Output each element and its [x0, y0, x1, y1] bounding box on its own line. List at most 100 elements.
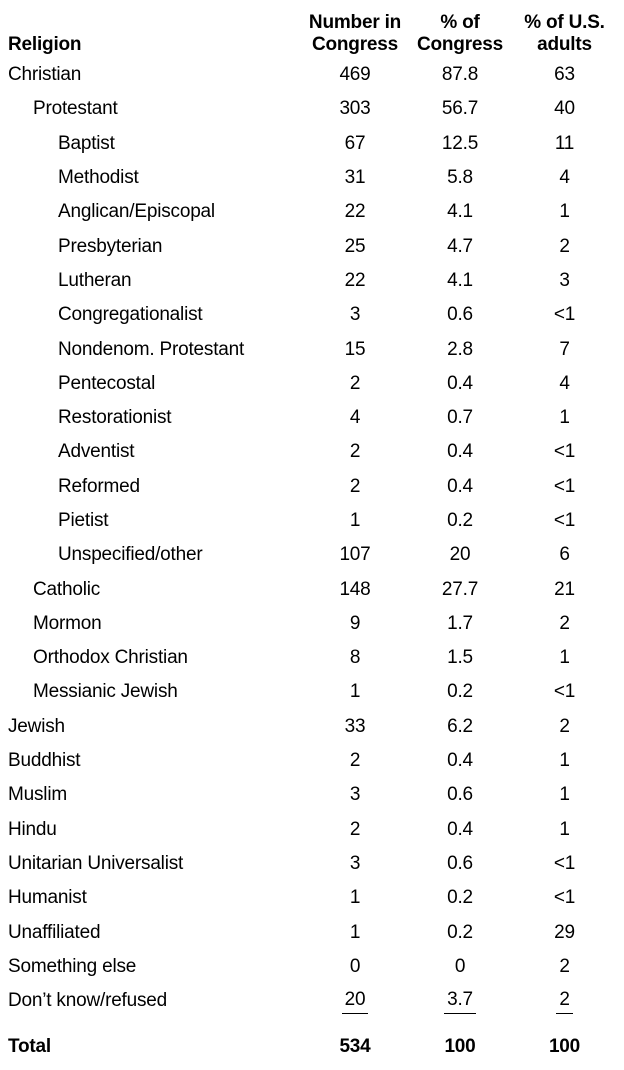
pct-of-congress-value: 4.1 — [447, 201, 473, 223]
religion-label: Reformed — [58, 475, 140, 497]
table-row: Protestant 303 56.7 40 — [0, 92, 624, 126]
pct-of-us-adults-value: 11 — [554, 132, 575, 154]
religion-label: Unitarian Universalist — [8, 852, 184, 874]
religion-label: Orthodox Christian — [33, 647, 188, 669]
number-in-congress-value: 1 — [349, 887, 361, 909]
religion-label: Lutheran — [58, 269, 132, 291]
number-in-congress-value: 4 — [349, 407, 361, 429]
column-header-pct-of-congress: % of Congress — [415, 12, 505, 56]
number-in-congress-value: 22 — [344, 201, 366, 223]
table-row: Unaffiliated 1 0.2 29 — [0, 915, 624, 949]
pct-of-us-adults-value: 1 — [559, 201, 570, 223]
number-in-congress-value: 1 — [349, 510, 361, 531]
religion-label: Pietist — [58, 510, 109, 531]
pct-of-congress-value: 0.4 — [447, 441, 473, 463]
number-in-congress-value: 0 — [349, 955, 361, 977]
pct-of-congress-value: 0.2 — [447, 510, 473, 531]
table-row: Congregationalist 3 0.6 <1 — [0, 298, 624, 332]
religion-label: Jewish — [8, 715, 65, 737]
pct-of-us-adults-value: 1 — [559, 647, 570, 669]
religion-label: Nondenom. Protestant — [58, 338, 245, 360]
pct-of-congress-value: 0.4 — [447, 372, 473, 394]
table-row: Baptist 67 12.5 11 — [0, 127, 624, 161]
table-row: Buddhist 2 0.4 1 — [0, 744, 624, 778]
number-in-congress-value: 25 — [344, 235, 366, 257]
table-row: Nondenom. Protestant 15 2.8 7 — [0, 332, 624, 366]
table-row: Christian 469 87.8 63 — [0, 58, 624, 92]
table-row: Unitarian Universalist 3 0.6 <1 — [0, 847, 624, 881]
table-row: Orthodox Christian 8 1.5 1 — [0, 641, 624, 675]
number-in-congress-value: 31 — [344, 167, 366, 189]
religion-label: Restorationist — [58, 407, 172, 429]
religion-label: Protestant — [33, 98, 118, 120]
religion-label: Buddhist — [8, 750, 81, 772]
table-row: Anglican/Episcopal 22 4.1 1 — [0, 195, 624, 229]
number-in-congress-value: 2 — [349, 818, 361, 840]
religion-label: Something else — [8, 955, 137, 977]
number-in-congress-value: 2 — [349, 441, 361, 463]
number-in-congress-value: 20 — [295, 989, 415, 1014]
religion-label: Hindu — [8, 818, 57, 840]
pct-of-us-adults-value: 2 — [559, 235, 570, 257]
table-row: Jewish 33 6.2 2 — [0, 710, 624, 744]
pct-of-us-adults-value: 21 — [554, 578, 575, 600]
pct-of-us-adults-value: 1 — [559, 407, 570, 429]
pct-of-congress-value: 20 — [449, 544, 471, 566]
pct-of-us-adults-value: <1 — [553, 441, 576, 463]
pct-of-us-adults-value: <1 — [553, 681, 576, 703]
column-header-pct-of-congress-line1: % of — [440, 12, 480, 33]
religion-label: Messianic Jewish — [33, 681, 178, 703]
table-row: Total 534 100 100 — [0, 1028, 624, 1066]
number-in-congress-value: 3 — [349, 304, 361, 326]
pct-of-us-adults-value: <1 — [553, 304, 576, 326]
pct-of-congress-value: 5.8 — [447, 167, 473, 189]
table-row: Humanist 1 0.2 <1 — [0, 881, 624, 915]
table-header-row: Religion Number in Congress % of Congres… — [0, 8, 624, 56]
pct-of-us-adults-value: 4 — [559, 167, 570, 189]
number-in-congress-value: 22 — [344, 269, 366, 291]
number-in-congress-value: 107 — [339, 544, 371, 566]
pct-of-congress-value: 3.7 — [415, 989, 505, 1014]
pct-of-us-adults-value: 2 — [559, 955, 570, 977]
column-header-religion: Religion — [8, 34, 82, 55]
pct-of-us-adults-value: 6 — [559, 544, 570, 566]
column-header-pct-of-us-adults: % of U.S. adults — [505, 12, 624, 56]
table-row: Hindu 2 0.4 1 — [0, 813, 624, 847]
table-row: Messianic Jewish 1 0.2 <1 — [0, 675, 624, 709]
pct-of-us-adults-value: 7 — [559, 338, 570, 360]
religion-label: Unspecified/other — [58, 544, 203, 566]
pct-of-congress-value: 0 — [454, 955, 466, 977]
religion-label: Christian — [8, 64, 82, 86]
column-header-number-in-congress-line2: Congress — [311, 34, 399, 55]
pct-of-us-adults-value: <1 — [553, 887, 576, 909]
religion-label: Adventist — [58, 441, 135, 463]
pct-of-congress-value: 1.5 — [447, 647, 473, 669]
pct-of-us-adults-value: <1 — [553, 510, 576, 531]
table-row: Unspecified/other 107 20 6 — [0, 538, 624, 572]
table-row: Something else 0 0 2 — [0, 950, 624, 984]
religion-label: Don’t know/refused — [8, 990, 168, 1012]
table-row: Pentecostal 2 0.4 4 — [0, 367, 624, 401]
table-row: Presbyterian 25 4.7 2 — [0, 229, 624, 263]
pct-of-us-adults-value: <1 — [553, 852, 576, 874]
pct-of-congress-value: 0.6 — [447, 852, 473, 874]
pct-of-us-adults-value: 2 — [559, 612, 570, 634]
pct-of-congress-value: 0.6 — [447, 784, 473, 806]
pct-of-us-adults-value: 1 — [559, 818, 570, 840]
pct-of-congress-value: 87.8 — [441, 64, 479, 86]
table-row: Mormon 9 1.7 2 — [0, 607, 624, 641]
religion-label: Muslim — [8, 784, 67, 806]
pct-of-us-adults-value: 1 — [559, 784, 570, 806]
number-in-congress-value: 303 — [339, 98, 371, 120]
pct-of-congress-value: 0.4 — [447, 475, 473, 497]
pct-of-congress-value: 100 — [444, 1036, 476, 1058]
pct-of-congress-value: 1.7 — [447, 612, 473, 634]
table-body: Christian 469 87.8 63 Protestant 303 56.… — [0, 58, 624, 1066]
pct-of-us-adults-value: 63 — [554, 64, 575, 86]
number-in-congress-value: 8 — [349, 647, 361, 669]
pct-of-us-adults-value: 2 — [559, 715, 570, 737]
pct-of-congress-value: 6.2 — [447, 715, 473, 737]
pct-of-congress-value: 0.4 — [447, 818, 473, 840]
number-in-congress-value: 67 — [344, 132, 366, 154]
